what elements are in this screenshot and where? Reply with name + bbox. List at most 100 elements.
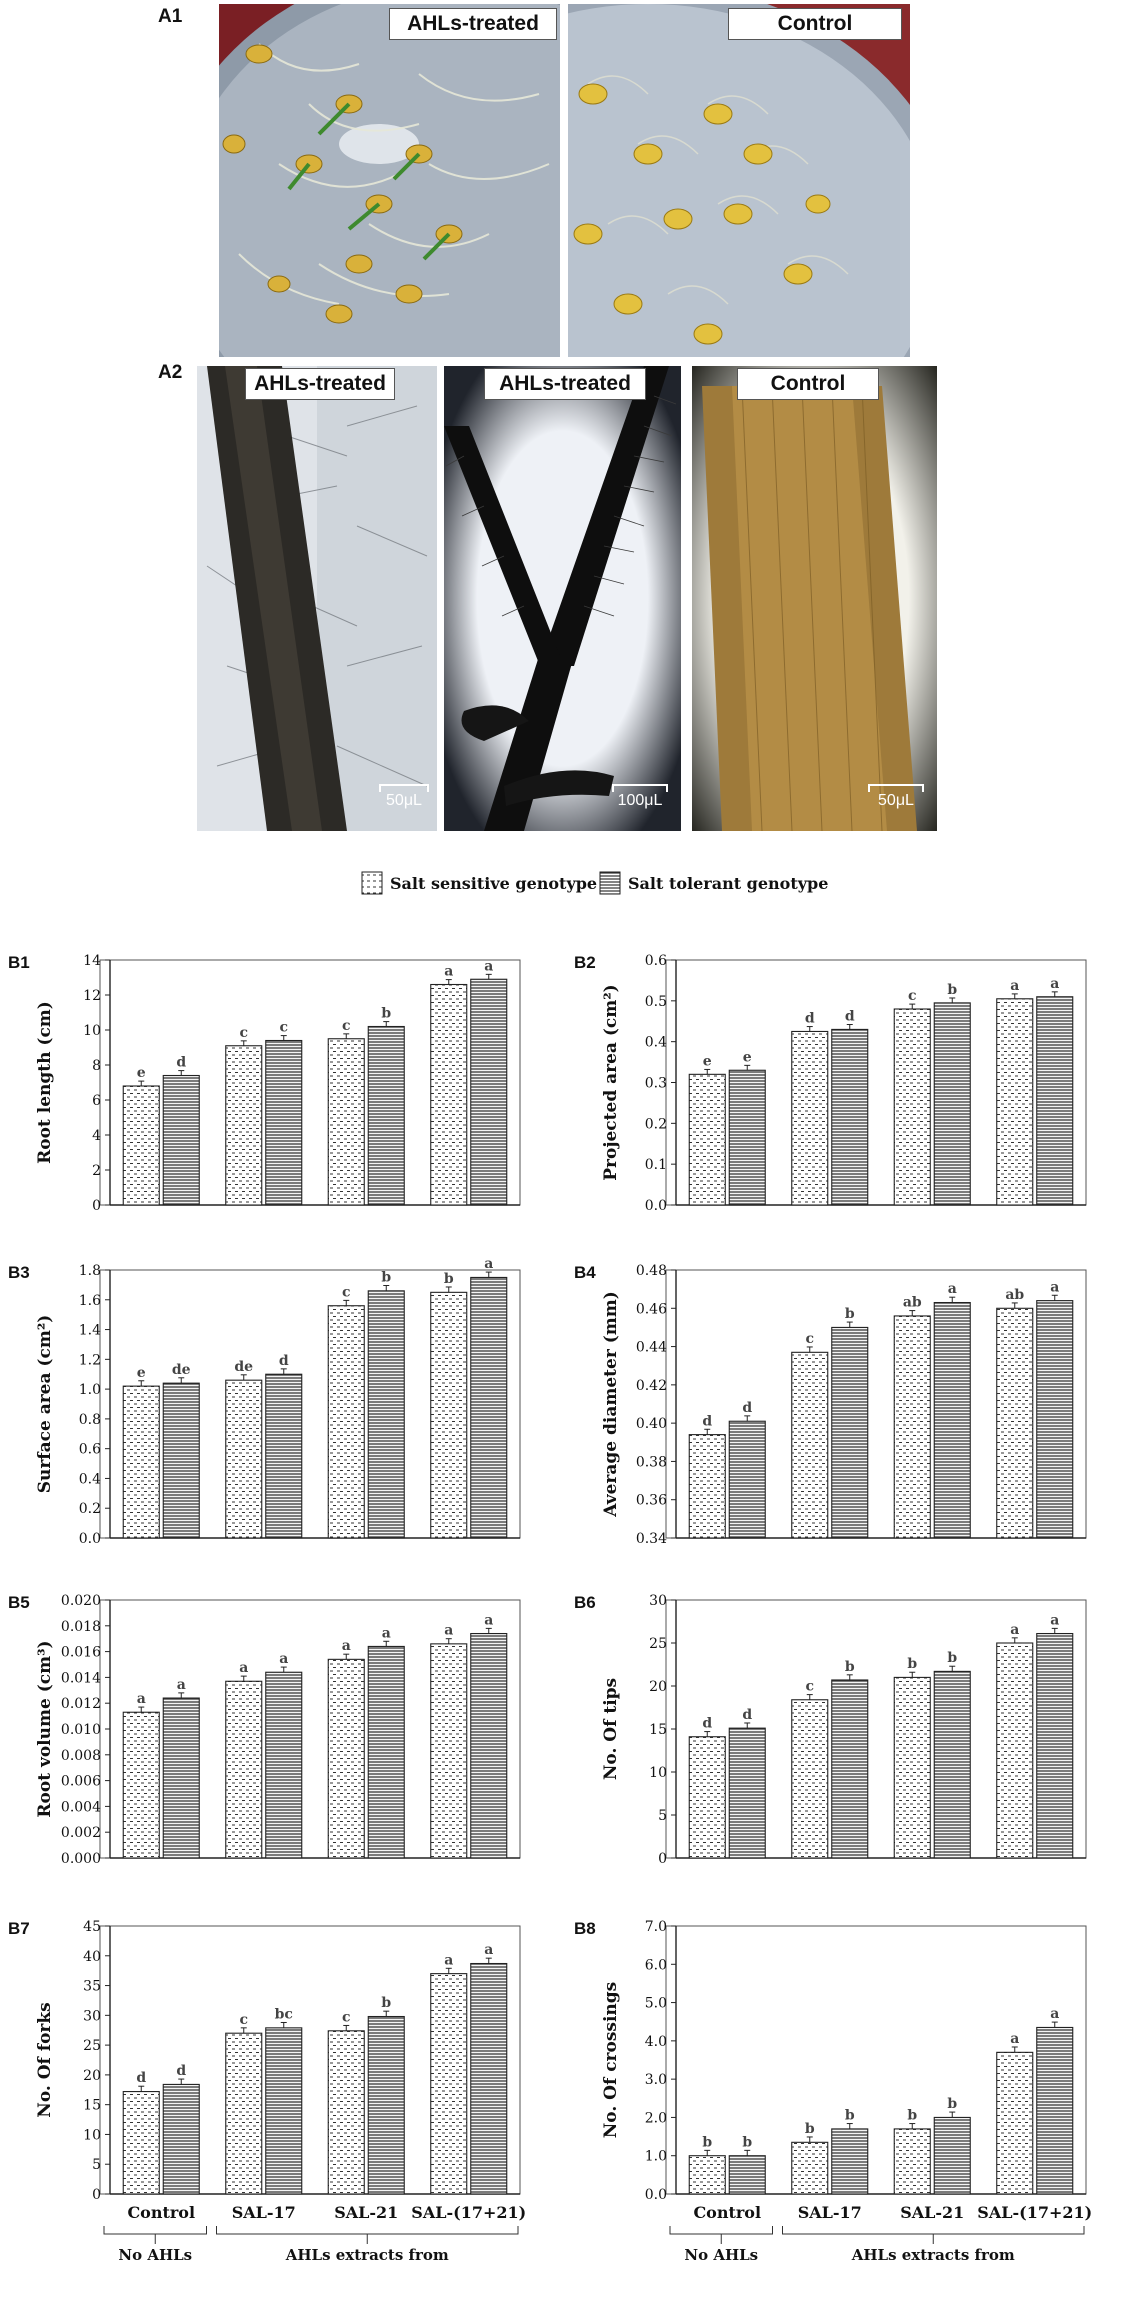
y-tick-label: 0.000 (61, 1851, 101, 1867)
bar-salt-tolerant (162, 2083, 200, 2195)
bracket-label-no-ahls: No AHLs (118, 2246, 192, 2264)
y-tick-label: 0.3 (645, 1076, 667, 1092)
photo-tag-control: Control (728, 8, 902, 40)
panel-label-b6: B6 (574, 1593, 596, 1612)
bar-salt-tolerant (162, 1382, 200, 1539)
photo-a2-control-root: Control 50μL (692, 366, 937, 831)
y-tick-label: 1.6 (79, 1293, 101, 1309)
y-tick-label: 0.4 (645, 1035, 667, 1051)
significance-letter: b (805, 2121, 815, 2137)
significance-letter: b (845, 1306, 855, 1322)
panel-label-b1: B1 (8, 953, 30, 972)
x-tick-label: SAL-17 (798, 2203, 862, 2222)
y-tick-label: 5 (92, 2157, 101, 2173)
bar-salt-tolerant (1036, 996, 1074, 1206)
bar-salt-tolerant (470, 1962, 508, 2195)
photo-a1-ahl-treated-seedlings: AHLs-treated (219, 4, 560, 357)
y-tick-label: 0.6 (79, 1442, 101, 1458)
bar-salt-tolerant (367, 1025, 405, 1206)
significance-letter: b (845, 2108, 855, 2124)
bar-salt-sensitive (122, 1711, 160, 1859)
chart-svg-b5: B5 0.000 0.002 0.004 0.006 0.008 0.010 0.012 0.0… (8, 1593, 521, 1867)
significance-letter: b (702, 2134, 712, 2150)
significance-letter: c (239, 1025, 248, 1041)
scale-bar-mid: 100μL (612, 784, 668, 810)
significance-letter: a (444, 964, 453, 980)
legend-label-tolerant: Salt tolerant genotype (628, 874, 828, 893)
significance-letter: d (805, 1011, 815, 1027)
significance-letter: a (382, 1625, 391, 1641)
bar-salt-tolerant (265, 1039, 303, 1206)
significance-letter: bc (275, 2006, 293, 2022)
y-tick-label: 20 (83, 2068, 101, 2084)
y-tick-label: 45 (83, 1919, 101, 1935)
bar-salt-sensitive (893, 1676, 931, 1859)
y-tick-label: 0.006 (61, 1774, 101, 1790)
significance-letter: de (234, 1359, 253, 1375)
bar-salt-sensitive (893, 1008, 931, 1206)
bracket-ahls-extracts (782, 2226, 1085, 2235)
chart-b8-number-of-crossings: B8 0.0 1.0 2.0 3.0 4.0 5.0 6.0 7.0 No. Of crossin… (566, 1900, 1127, 2300)
bar-salt-tolerant (1036, 1300, 1074, 1539)
photo-tag-ahls-treated: AHLs-treated (389, 8, 557, 40)
chart-legend: Salt sensitive genotype Salt tolerant ge… (360, 866, 880, 900)
y-tick-label: 0.38 (636, 1454, 667, 1470)
significance-letter: a (342, 1638, 351, 1654)
significance-letter: a (177, 1677, 186, 1693)
significance-letter: b (907, 2108, 917, 2124)
y-tick-label: 0.0 (645, 2187, 667, 2203)
bar-salt-sensitive (327, 1658, 365, 1859)
bar-salt-sensitive (430, 1973, 468, 2195)
y-tick-label: 1.0 (645, 2149, 667, 2165)
bracket-no-ahls (669, 2226, 773, 2235)
significance-letter: a (279, 1651, 288, 1667)
significance-letter: d (742, 1707, 752, 1723)
bar-salt-tolerant (470, 978, 508, 1206)
chart-svg-b1: B1 0 2 4 6 8 10 12 14 Root length (cm) e d c c c b a a (8, 953, 521, 1214)
y-tick-label: 1.8 (79, 1263, 101, 1279)
y-axis-label: Surface area (cm²) (35, 1315, 55, 1494)
legend-label-sensitive: Salt sensitive genotype (390, 874, 597, 893)
chart-b4-average-diameter: B4 0.34 0.36 0.38 0.40 0.42 0.44 0.46 0.48 Averag… (566, 1248, 1127, 1578)
bar-salt-tolerant (728, 1727, 766, 1859)
bar-salt-tolerant (831, 1679, 869, 1859)
chart-svg-b4: B4 0.34 0.36 0.38 0.40 0.42 0.44 0.46 0.48 Averag… (574, 1263, 1087, 1547)
significance-letter: e (703, 1053, 712, 1069)
y-tick-label: 6.0 (645, 1957, 667, 1973)
bracket-ahls-extracts (216, 2226, 519, 2235)
y-tick-label: 0.010 (61, 1722, 101, 1738)
y-tick-label: 0.016 (61, 1645, 101, 1661)
x-tick-label: SAL-(17+21) (977, 2203, 1092, 2222)
chart-b7-number-of-forks: B7 0 5 10 15 20 25 30 35 40 45 No. Of forks d d c bc c b a… (0, 1900, 566, 2300)
bracket-no-ahls (103, 2226, 207, 2235)
bar-salt-tolerant (470, 1276, 508, 1539)
significance-letter: e (137, 1365, 146, 1381)
bar-salt-tolerant (162, 1074, 200, 1206)
y-tick-label: 12 (83, 988, 101, 1004)
x-tick-label: SAL-17 (232, 2203, 296, 2222)
significance-letter: b (947, 1650, 957, 1666)
y-axis-label: Root volume (cm³) (35, 1640, 55, 1817)
y-tick-label: 0.020 (61, 1593, 101, 1609)
panel-label-b5: B5 (8, 1593, 30, 1612)
y-tick-label: 0.2 (645, 1116, 667, 1132)
y-tick-label: 0.40 (636, 1416, 667, 1432)
significance-letter: c (342, 1018, 351, 1034)
chart-b5-root-volume: B5 0.000 0.002 0.004 0.006 0.008 0.010 0.012 0.0… (0, 1578, 566, 1900)
significance-letter: a (948, 1281, 957, 1297)
significance-letter: a (1050, 2006, 1059, 2022)
panel-label-b3: B3 (8, 1263, 30, 1282)
bracket-label-ahls-extracts: AHLs extracts from (285, 2246, 449, 2264)
bar-salt-sensitive (327, 1305, 365, 1539)
chart-b2-projected-area: B2 0.0 0.1 0.2 0.3 0.4 0.5 0.6 Projected area (c… (566, 948, 1127, 1248)
bar-salt-sensitive (225, 2032, 263, 2195)
y-tick-label: 10 (83, 2127, 101, 2143)
chart-svg-b7: B7 0 5 10 15 20 25 30 35 40 45 No. Of forks d d c bc c b a… (8, 1919, 526, 2264)
bar-salt-sensitive (122, 1385, 160, 1539)
significance-letter: b (845, 1659, 855, 1675)
bar-salt-sensitive (430, 1643, 468, 1859)
y-tick-label: 7.0 (645, 1919, 667, 1935)
significance-letter: a (444, 1952, 453, 1968)
y-tick-label: 0 (92, 2187, 101, 2203)
y-tick-label: 25 (649, 1636, 667, 1652)
